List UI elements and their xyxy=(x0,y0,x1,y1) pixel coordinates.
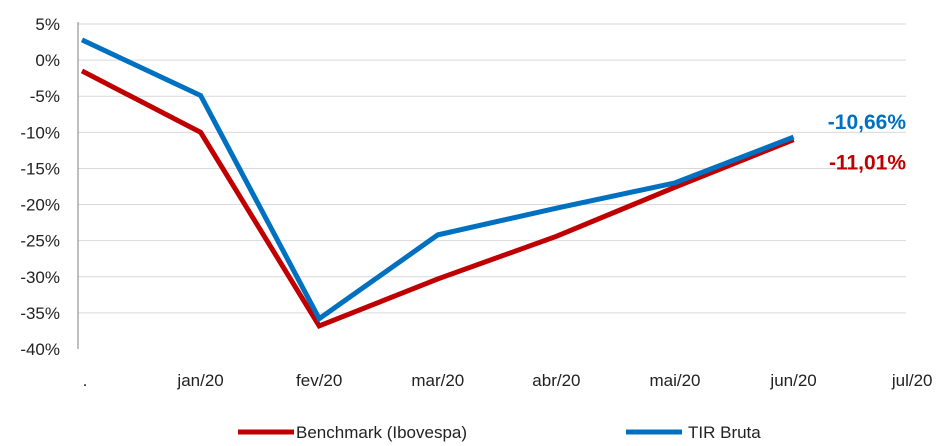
end-value-label: -10,66% xyxy=(828,111,907,134)
gridlines xyxy=(78,23,906,314)
x-tick-label: jun/20 xyxy=(769,371,816,390)
x-tick-label: mar/20 xyxy=(411,371,464,390)
legend: Benchmark (Ibovespa) TIR Bruta xyxy=(238,423,761,442)
legend-label: Benchmark (Ibovespa) xyxy=(296,423,467,442)
y-tick-label: -25% xyxy=(20,232,60,251)
legend-label: TIR Bruta xyxy=(688,423,761,442)
y-tick-label: -5% xyxy=(30,87,60,106)
y-tick-label: -30% xyxy=(20,268,60,287)
x-tick-label: jul/20 xyxy=(891,371,933,390)
y-axis-tick-labels: 5% 0% -5% -10% -15% -20% -25% -30% -35% -40% xyxy=(20,15,60,359)
y-tick-label: -40% xyxy=(20,340,60,359)
y-tick-label: -10% xyxy=(20,123,60,142)
y-tick-label: -20% xyxy=(20,196,60,215)
series-line-benchmark xyxy=(80,68,795,329)
x-axis-tick-labels: . jan/20 fev/20 mar/20 abr/20 mai/20 jun/20 jul… xyxy=(83,371,933,390)
end-value-labels: -11,01% -10,66% xyxy=(828,111,907,175)
x-tick-label: . xyxy=(83,371,88,390)
y-tick-label: -15% xyxy=(20,159,60,178)
y-tick-label: 0% xyxy=(35,51,60,70)
series-lines xyxy=(80,37,795,329)
end-value-label: -11,01% xyxy=(829,152,906,175)
x-tick-label: jan/20 xyxy=(176,371,223,390)
x-tick-label: abr/20 xyxy=(532,371,580,390)
x-tick-label: mai/20 xyxy=(649,371,700,390)
x-tick-label: fev/20 xyxy=(296,371,342,390)
y-tick-label: -35% xyxy=(20,304,60,323)
series-line-tir-bruta xyxy=(80,37,795,323)
y-tick-label: 5% xyxy=(35,15,60,34)
